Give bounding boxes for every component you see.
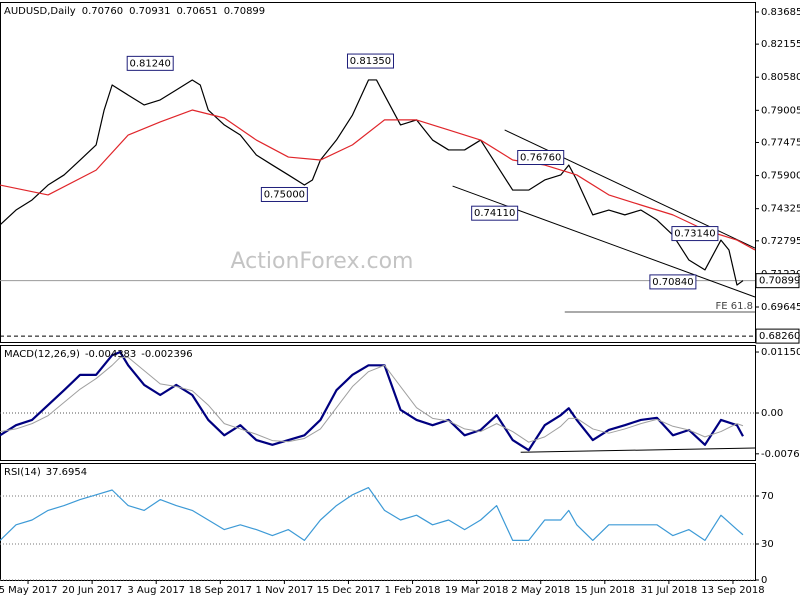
y-tick-label: 0.79005 — [761, 105, 800, 116]
y-tick-label: 70 — [761, 491, 774, 502]
level-value-label: 0.68260 — [759, 331, 800, 342]
y-tick-label: 0.69645 — [761, 302, 800, 313]
last-value: -0.004383 — [85, 349, 136, 360]
y-tick-label: 0.75900 — [761, 171, 800, 182]
panel-header: MACD(12,26,9) -0.004383 -0.002396 — [4, 349, 193, 360]
annotation-box — [471, 205, 519, 221]
ohlc-value: 0.70899 — [224, 6, 265, 17]
last-value: -0.002396 — [141, 349, 192, 360]
x-tick-label: 20 Jun 2017 — [62, 585, 122, 596]
annotation-box — [649, 274, 697, 290]
ohlc-value: 0.70760 — [82, 6, 123, 17]
series-line — [0, 487, 744, 541]
x-tick-label: 19 Mar 2018 — [445, 585, 508, 596]
level-box — [755, 328, 800, 344]
y-tick-label: 0.82155 — [761, 39, 800, 50]
series-line — [0, 356, 744, 443]
y-tick-label: 0.72795 — [761, 236, 800, 247]
x-tick-label: 1 Feb 2018 — [385, 585, 441, 596]
level-box — [755, 273, 800, 289]
y-tick-label: 30 — [761, 539, 774, 550]
last-value: 37.6954 — [46, 467, 87, 478]
x-tick-label: 1 Nov 2017 — [256, 585, 314, 596]
annotation-label: 0.74110 — [474, 208, 515, 219]
y-tick-label: 0.83685 — [761, 7, 800, 18]
panel-title: AUDUSD,Daily — [4, 6, 76, 17]
panel-title: RSI(14) — [4, 467, 41, 478]
ohlc-value: 0.70651 — [176, 6, 217, 17]
series-line — [0, 109, 756, 251]
y-tick-label: 0.77475 — [761, 137, 800, 148]
annotation-label: 0.70840 — [652, 277, 693, 288]
annotation-label: 0.81350 — [350, 56, 391, 67]
x-tick-label: 15 Dec 2017 — [317, 585, 381, 596]
series-line — [0, 350, 744, 452]
x-tick-label: 18 Sep 2017 — [189, 585, 252, 596]
watermark: ActionForex.com — [231, 249, 414, 274]
level-label: FE 61.8 — [715, 301, 753, 312]
x-tick-label: 15 Jun 2018 — [575, 585, 635, 596]
y-tick-label: 0.00 — [761, 408, 783, 419]
y-tick-label: 0.011506 — [761, 347, 800, 358]
annotation-label: 0.81240 — [130, 58, 171, 69]
annotation-box — [671, 226, 719, 242]
y-tick-label: 0.74325 — [761, 204, 800, 215]
trend-line — [452, 185, 756, 298]
annotation-label: 0.75000 — [264, 189, 305, 200]
annotation-box — [260, 186, 308, 202]
panel-header: AUDUSD,Daily 0.70760 0.70931 0.70651 0.70899 — [4, 6, 265, 17]
annotation-label: 0.73140 — [674, 229, 715, 240]
x-tick-label: 2 May 2018 — [511, 585, 570, 596]
annotation-box — [517, 150, 565, 166]
annotation-box — [346, 53, 394, 69]
panel-title: MACD(12,26,9) — [4, 349, 80, 360]
panel-frame — [0, 2, 756, 343]
ohlc-value: 0.70931 — [129, 6, 170, 17]
panel-header: RSI(14) 37.6954 — [4, 467, 87, 478]
panel-frame — [0, 463, 756, 581]
y-tick-label: 0.80580 — [761, 72, 800, 83]
x-tick-label: 3 Aug 2017 — [127, 585, 185, 596]
annotation-box — [126, 55, 174, 71]
panel-frame — [0, 345, 756, 461]
x-tick-label: 5 May 2017 — [0, 585, 57, 596]
level-value-label: 0.70899 — [759, 276, 800, 287]
annotation-label: 0.76760 — [520, 153, 561, 164]
series-line — [0, 79, 744, 286]
trend-line — [520, 447, 756, 453]
y-tick-label: 0 — [761, 575, 767, 586]
y-tick-label: -0.007694 — [761, 449, 800, 460]
x-tick-label: 31 Jul 2018 — [641, 585, 698, 596]
x-tick-label: 13 Sep 2018 — [701, 585, 764, 596]
